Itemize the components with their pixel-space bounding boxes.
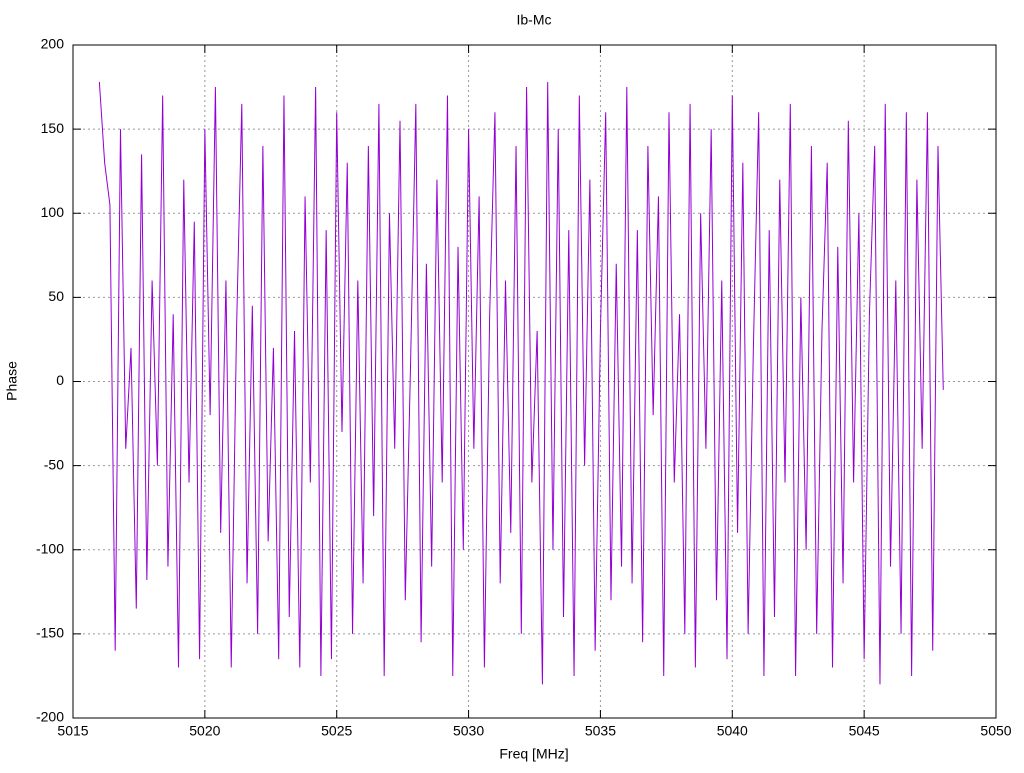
y-tick-label: -100 xyxy=(36,540,64,556)
y-tick-label: -200 xyxy=(36,709,64,725)
y-tick-label: 50 xyxy=(48,288,64,304)
y-tick-label: 0 xyxy=(56,372,64,388)
data-line xyxy=(98,81,944,685)
plot-border xyxy=(72,44,997,719)
y-tick-label: 150 xyxy=(41,120,65,136)
x-tick-label: 5020 xyxy=(189,723,220,739)
x-axis-label: Freq [MHz] xyxy=(499,746,568,762)
y-tick-label: -50 xyxy=(44,456,64,472)
x-tick-label: 5025 xyxy=(321,723,352,739)
x-tick-label: 5030 xyxy=(453,723,484,739)
x-tick-label: 5040 xyxy=(717,723,748,739)
y-tick-label: -150 xyxy=(36,625,64,641)
y-tick-label: 200 xyxy=(41,36,65,52)
y-axis-label: Phase xyxy=(4,361,20,401)
x-tick-label: 5035 xyxy=(585,723,616,739)
chart-title: Ib-Mc xyxy=(517,12,552,28)
x-tick-label: 5015 xyxy=(57,723,88,739)
x-tick-label: 5050 xyxy=(980,723,1011,739)
x-tick-label: 5045 xyxy=(849,723,880,739)
y-tick-label: 100 xyxy=(41,204,65,220)
